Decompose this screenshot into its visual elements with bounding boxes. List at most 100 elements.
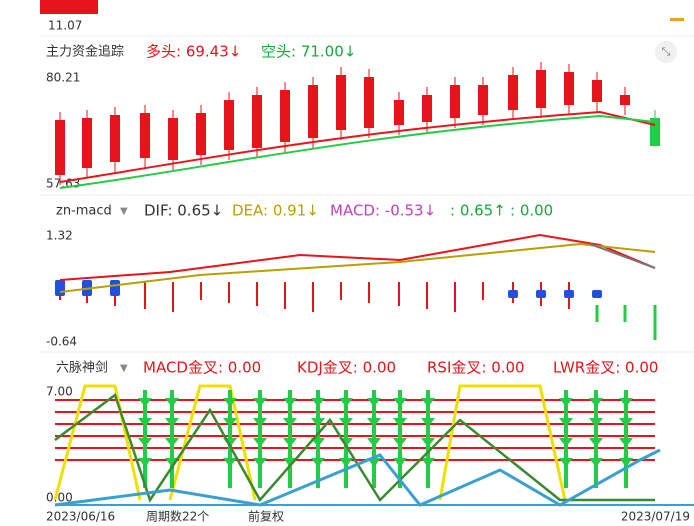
- arrow-head: [165, 418, 179, 427]
- candle: [140, 113, 150, 158]
- arrow-head: [339, 458, 353, 467]
- arrow-head: [138, 438, 152, 447]
- box: [592, 290, 602, 298]
- arrow-head: [619, 398, 633, 407]
- arrow-head: [559, 398, 573, 407]
- arrow-head: [393, 438, 407, 447]
- line: [59, 114, 656, 189]
- arrow-head: [253, 458, 267, 467]
- arrow-head: [559, 438, 573, 447]
- box: [55, 280, 65, 296]
- arrow-head: [253, 418, 267, 427]
- arrow-head: [393, 458, 407, 467]
- line: [59, 242, 656, 293]
- line: [589, 243, 656, 269]
- arrow-head: [367, 438, 381, 447]
- candle: [422, 95, 432, 122]
- expand-icon: ⤡: [662, 45, 671, 58]
- axis-label: 7.00: [46, 385, 73, 399]
- axis-label: -0.64: [46, 335, 77, 349]
- arrow-head: [138, 398, 152, 407]
- arrow-head: [283, 398, 297, 407]
- arrow-head: [138, 458, 152, 467]
- candle: [82, 118, 92, 168]
- indicator: LWR金叉: 0.00: [553, 359, 658, 377]
- arrow-head: [589, 458, 603, 467]
- candle: [308, 85, 318, 138]
- axis-label: 1.32: [46, 229, 73, 243]
- signal-band: [438, 384, 567, 501]
- axis-label: 0.00: [46, 491, 73, 505]
- arrow-head: [223, 398, 237, 407]
- indicator: RSI金叉: 0.00: [427, 359, 525, 377]
- box: [110, 280, 120, 296]
- footer-date: 2023/07/19: [621, 510, 690, 524]
- indicator: : 0.65↑: [450, 202, 506, 220]
- candle: [450, 85, 460, 118]
- indicator: MACD: -0.53↓: [330, 202, 436, 220]
- arrow-head: [559, 418, 573, 427]
- arrow-head: [589, 398, 603, 407]
- arrow-head: [619, 438, 633, 447]
- arrow-head: [589, 438, 603, 447]
- arrow-head: [589, 418, 603, 427]
- dropdown[interactable]: ▼: [120, 363, 128, 374]
- arrow-head: [393, 418, 407, 427]
- candle: [364, 77, 374, 128]
- arrow-head: [165, 398, 179, 407]
- line: [59, 110, 656, 183]
- arrow-head: [165, 438, 179, 447]
- footer-adjust[interactable]: 前复权: [248, 509, 284, 524]
- candle: [592, 80, 602, 102]
- candle: [508, 75, 518, 110]
- marker: [670, 18, 684, 21]
- panel-title: 六脉神剑: [56, 360, 108, 376]
- indicator: : 0.00: [510, 202, 553, 220]
- arrow-head: [421, 458, 435, 467]
- price: 11.07: [48, 19, 82, 33]
- signal-band: [168, 384, 257, 501]
- arrow-head: [339, 418, 353, 427]
- signal-band: [53, 384, 142, 501]
- panel-title: 主力资金追踪: [46, 44, 124, 60]
- candle: [620, 95, 630, 105]
- candle: [168, 118, 178, 160]
- arrow-head: [393, 398, 407, 407]
- arrow-head: [619, 418, 633, 427]
- box: [564, 290, 574, 298]
- panel-title: zn-macd: [56, 204, 112, 219]
- candle: [252, 95, 262, 148]
- arrow-head: [311, 398, 325, 407]
- line: [59, 233, 656, 281]
- footer-date: 2023/06/16: [46, 510, 115, 524]
- indicator: 多头: 69.43↓: [146, 43, 241, 61]
- footer-count: 周期数22个: [146, 509, 209, 524]
- candle: [196, 113, 206, 155]
- arrow-head: [421, 398, 435, 407]
- indicator: DEA: 0.91↓: [232, 202, 319, 220]
- candle: [336, 75, 346, 130]
- arrow-head: [253, 398, 267, 407]
- box: [508, 290, 518, 298]
- indicator: 空头: 71.00↓: [261, 43, 356, 61]
- axis-label: 80.21: [46, 71, 80, 85]
- line: [54, 392, 655, 503]
- arrow-head: [223, 418, 237, 427]
- arrow-head: [138, 418, 152, 427]
- candle: [478, 85, 488, 115]
- indicator: DIF: 0.65↓: [144, 202, 223, 220]
- candle: [280, 90, 290, 142]
- candle: [110, 115, 120, 162]
- arrow-head: [311, 418, 325, 427]
- candle: [55, 120, 65, 175]
- arrow-head: [367, 418, 381, 427]
- indicator: MACD金叉: 0.00: [143, 359, 261, 377]
- expand-button[interactable]: [655, 41, 677, 63]
- candle: [224, 100, 234, 150]
- arrow-head: [339, 398, 353, 407]
- candle: [650, 118, 660, 146]
- dropdown[interactable]: ▼: [120, 206, 128, 217]
- arrow-head: [283, 438, 297, 447]
- arrow-head: [421, 438, 435, 447]
